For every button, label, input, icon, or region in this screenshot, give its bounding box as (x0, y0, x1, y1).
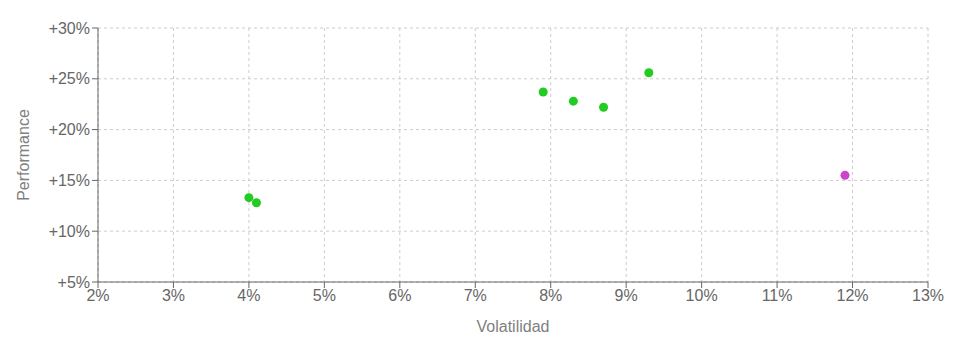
svg-text:10%: 10% (686, 287, 718, 304)
svg-text:4%: 4% (237, 287, 260, 304)
svg-text:+20%: +20% (49, 121, 90, 138)
svg-text:9%: 9% (615, 287, 638, 304)
svg-text:11%: 11% (762, 287, 793, 304)
svg-text:6%: 6% (388, 287, 411, 304)
svg-text:13%: 13% (912, 287, 944, 304)
svg-text:7%: 7% (464, 287, 487, 304)
svg-text:2%: 2% (86, 287, 110, 305)
svg-text:+25%: +25% (49, 70, 90, 87)
svg-text:Performance: Performance (15, 109, 32, 201)
svg-text:5%: 5% (313, 287, 336, 304)
svg-text:+10%: +10% (49, 223, 90, 240)
svg-text:+30%: +30% (49, 20, 90, 37)
svg-text:Volatilidad: Volatilidad (477, 318, 550, 335)
svg-text:3%: 3% (162, 287, 185, 304)
svg-text:8%: 8% (539, 287, 562, 304)
svg-text:+5%: +5% (58, 274, 90, 291)
svg-text:+15%: +15% (49, 172, 90, 189)
svg-text:12%: 12% (837, 287, 869, 304)
